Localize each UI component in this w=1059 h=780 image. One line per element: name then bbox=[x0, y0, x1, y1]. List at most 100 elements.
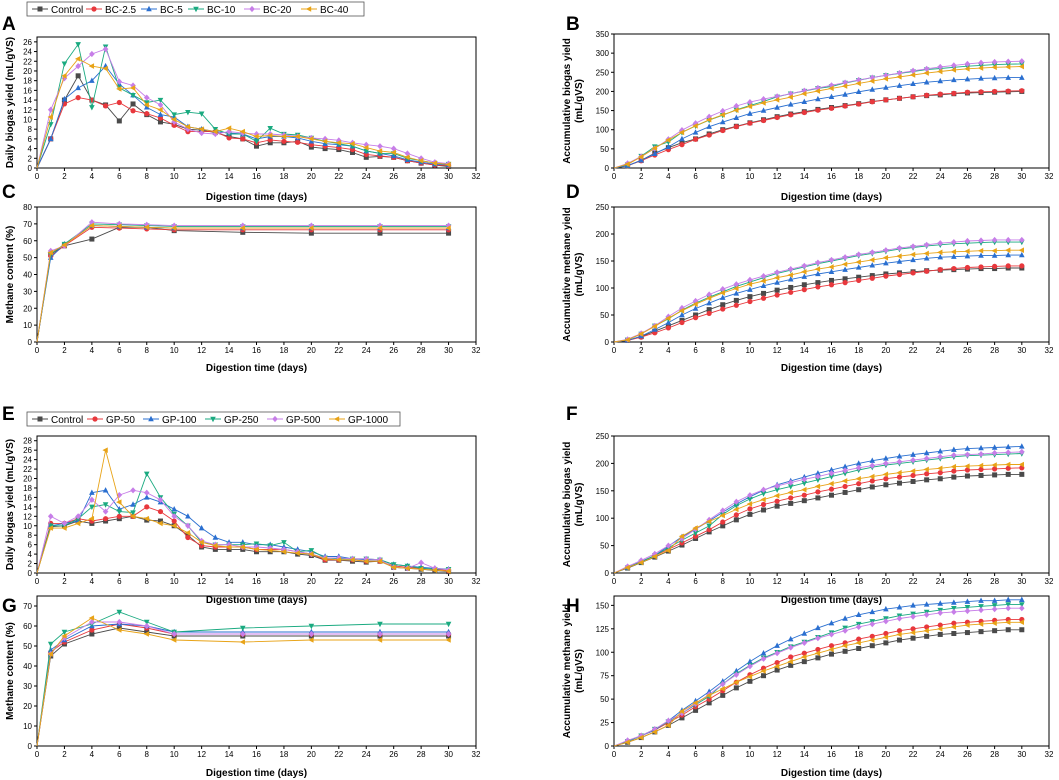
data-point bbox=[787, 101, 794, 107]
x-tick-label: 6 bbox=[693, 346, 698, 355]
data-point bbox=[116, 86, 122, 92]
data-point bbox=[923, 241, 930, 248]
data-point bbox=[143, 471, 150, 477]
data-point bbox=[828, 105, 835, 111]
data-point bbox=[774, 503, 780, 509]
y-tick-label: 40 bbox=[23, 662, 32, 671]
x-tick-label: 8 bbox=[721, 172, 726, 181]
y-axis-title: Accumulative methane yield (mL/gVS) bbox=[562, 207, 585, 342]
data-point bbox=[896, 69, 903, 77]
data-point bbox=[951, 631, 957, 636]
data-point bbox=[747, 658, 753, 664]
x-tick-label: 10 bbox=[170, 750, 179, 759]
data-point bbox=[774, 487, 780, 493]
data-point bbox=[747, 678, 753, 684]
data-point bbox=[991, 597, 998, 603]
data-point bbox=[143, 100, 150, 106]
x-tick-label: 0 bbox=[35, 577, 40, 586]
data-point bbox=[1018, 619, 1025, 626]
x-tick-label: 12 bbox=[197, 172, 206, 181]
x-tick-label: 4 bbox=[666, 577, 671, 586]
y-tick-label: 12 bbox=[23, 106, 32, 115]
x-tick-label: 30 bbox=[444, 750, 453, 759]
data-point bbox=[267, 140, 273, 146]
data-point bbox=[61, 61, 68, 67]
chart-panel-f: 0 2 4 6 8 10 12 14 16 18 20 22 24 26 28 30 3205010015020… bbox=[562, 432, 1054, 606]
x-tick-label: 12 bbox=[197, 750, 206, 759]
data-point bbox=[692, 120, 699, 127]
legend-marker bbox=[92, 416, 98, 422]
data-point bbox=[1019, 448, 1025, 455]
data-point bbox=[61, 629, 68, 636]
data-point bbox=[720, 127, 726, 134]
y-axis-title-text: Methane content (%) bbox=[5, 226, 16, 324]
data-point bbox=[801, 639, 808, 646]
legend-label: Control bbox=[51, 5, 83, 16]
data-point bbox=[733, 512, 739, 518]
series-line bbox=[613, 90, 1022, 169]
data-point bbox=[788, 500, 794, 506]
data-point bbox=[679, 135, 685, 142]
data-point bbox=[1019, 443, 1025, 449]
data-point bbox=[747, 511, 753, 517]
data-point bbox=[964, 75, 971, 82]
data-point bbox=[747, 110, 753, 116]
x-tick-label: 0 bbox=[35, 750, 40, 759]
data-point bbox=[281, 138, 287, 144]
data-point bbox=[733, 506, 739, 513]
data-point bbox=[692, 525, 698, 531]
data-point bbox=[733, 503, 740, 509]
data-point bbox=[760, 486, 767, 493]
y-tick-label: 50 bbox=[600, 542, 609, 551]
data-point bbox=[705, 692, 712, 699]
y-tick-label: 350 bbox=[596, 30, 610, 39]
data-point bbox=[923, 466, 929, 473]
data-point bbox=[445, 225, 451, 231]
data-point bbox=[842, 79, 848, 86]
data-point bbox=[828, 82, 835, 89]
data-point bbox=[47, 114, 53, 120]
series-gp-500 bbox=[36, 618, 452, 747]
data-point bbox=[733, 102, 740, 110]
data-point bbox=[828, 474, 835, 480]
data-point bbox=[869, 633, 875, 639]
data-point bbox=[253, 133, 259, 140]
data-point bbox=[760, 496, 766, 503]
series-line bbox=[613, 451, 1022, 574]
data-point bbox=[1005, 596, 1012, 602]
data-point bbox=[774, 269, 780, 276]
y-tick-label: 150 bbox=[596, 487, 610, 496]
series-line bbox=[36, 74, 449, 169]
y-tick-label: 14 bbox=[23, 503, 32, 512]
data-point bbox=[869, 262, 876, 268]
data-point bbox=[815, 470, 821, 476]
data-point bbox=[719, 686, 725, 692]
data-point bbox=[651, 145, 657, 151]
data-point bbox=[747, 506, 753, 512]
data-point bbox=[828, 466, 835, 473]
data-point bbox=[774, 650, 780, 657]
x-tick-label: 16 bbox=[827, 172, 836, 181]
x-tick-label: 4 bbox=[90, 172, 95, 181]
data-point bbox=[102, 508, 109, 515]
data-point bbox=[937, 626, 943, 632]
data-point bbox=[910, 243, 916, 250]
data-point bbox=[61, 73, 67, 79]
data-point bbox=[61, 525, 67, 531]
legend-label: GP-50 bbox=[106, 415, 135, 426]
series-line bbox=[613, 241, 1022, 343]
x-axis-title: Digestion time (days) bbox=[781, 768, 882, 779]
data-point bbox=[747, 492, 753, 499]
data-point bbox=[116, 491, 123, 499]
data-point bbox=[129, 513, 136, 520]
data-point bbox=[828, 282, 835, 288]
series-bc-40 bbox=[613, 247, 1025, 343]
data-point bbox=[157, 111, 164, 117]
x-tick-label: 14 bbox=[225, 172, 234, 181]
x-tick-label: 26 bbox=[963, 750, 972, 759]
y-axis-title: Methane content (%) bbox=[5, 226, 16, 324]
y-tick-label: 0 bbox=[605, 164, 610, 173]
data-point bbox=[896, 474, 903, 480]
data-point bbox=[747, 286, 753, 292]
y-tick-label: 50 bbox=[600, 145, 609, 154]
